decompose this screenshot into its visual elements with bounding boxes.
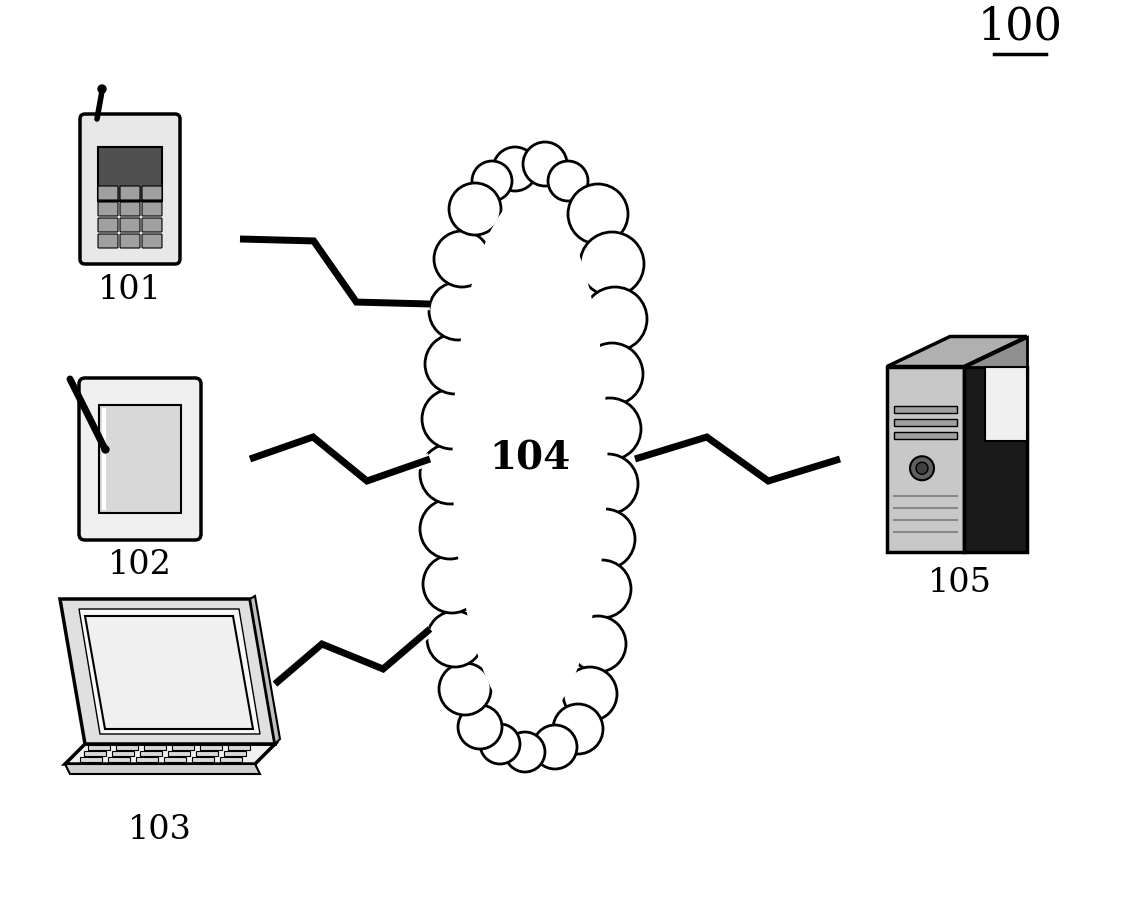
Polygon shape — [964, 336, 1028, 367]
Polygon shape — [85, 616, 253, 729]
Circle shape — [429, 282, 487, 340]
Circle shape — [424, 334, 485, 394]
Circle shape — [570, 616, 626, 672]
Polygon shape — [887, 367, 964, 551]
Polygon shape — [108, 757, 130, 762]
FancyBboxPatch shape — [120, 202, 140, 216]
Circle shape — [480, 724, 520, 764]
Circle shape — [916, 462, 928, 474]
Ellipse shape — [453, 194, 608, 724]
Polygon shape — [250, 596, 280, 744]
FancyBboxPatch shape — [98, 218, 118, 232]
Polygon shape — [65, 764, 261, 774]
FancyBboxPatch shape — [120, 186, 140, 200]
Circle shape — [533, 725, 577, 769]
FancyBboxPatch shape — [120, 218, 140, 232]
Circle shape — [427, 611, 483, 667]
Circle shape — [578, 454, 638, 514]
Circle shape — [422, 389, 482, 449]
Text: 104: 104 — [490, 440, 570, 478]
FancyBboxPatch shape — [98, 202, 118, 216]
Circle shape — [449, 183, 501, 235]
Circle shape — [423, 555, 481, 613]
Polygon shape — [60, 599, 275, 744]
Bar — [99, 405, 181, 513]
Polygon shape — [197, 751, 218, 756]
FancyBboxPatch shape — [120, 234, 140, 248]
Bar — [894, 406, 957, 413]
Polygon shape — [79, 609, 261, 734]
FancyBboxPatch shape — [141, 186, 162, 200]
Circle shape — [568, 184, 628, 244]
Circle shape — [439, 663, 491, 715]
FancyBboxPatch shape — [98, 234, 118, 248]
Circle shape — [505, 732, 545, 772]
Polygon shape — [116, 745, 138, 750]
Polygon shape — [192, 757, 214, 762]
Polygon shape — [140, 751, 162, 756]
Polygon shape — [220, 757, 241, 762]
Circle shape — [493, 147, 537, 191]
Polygon shape — [168, 751, 190, 756]
Ellipse shape — [440, 179, 620, 739]
Text: 100: 100 — [977, 6, 1062, 49]
Circle shape — [548, 161, 588, 201]
FancyBboxPatch shape — [141, 218, 162, 232]
Polygon shape — [172, 745, 194, 750]
Circle shape — [579, 398, 641, 460]
Polygon shape — [136, 757, 158, 762]
Polygon shape — [84, 751, 106, 756]
Circle shape — [910, 456, 934, 481]
Text: 105: 105 — [928, 566, 992, 598]
Circle shape — [420, 499, 480, 559]
FancyBboxPatch shape — [79, 378, 201, 540]
Circle shape — [523, 142, 567, 186]
Polygon shape — [80, 757, 102, 762]
Circle shape — [98, 85, 106, 93]
Circle shape — [458, 705, 502, 749]
Circle shape — [472, 161, 512, 201]
Circle shape — [575, 509, 634, 569]
Text: 102: 102 — [108, 549, 172, 581]
Circle shape — [573, 560, 631, 618]
Polygon shape — [964, 367, 1028, 551]
Text: 101: 101 — [98, 274, 162, 306]
Polygon shape — [223, 751, 246, 756]
Bar — [894, 432, 957, 438]
Text: 103: 103 — [128, 814, 192, 846]
Polygon shape — [887, 336, 1028, 367]
Polygon shape — [164, 757, 186, 762]
Circle shape — [553, 704, 603, 754]
Circle shape — [433, 231, 490, 287]
Polygon shape — [88, 745, 110, 750]
Bar — [894, 419, 957, 425]
Circle shape — [583, 287, 647, 351]
Circle shape — [420, 444, 480, 504]
Bar — [98, 147, 163, 200]
Circle shape — [579, 232, 643, 296]
FancyBboxPatch shape — [141, 234, 162, 248]
Polygon shape — [228, 745, 250, 750]
Circle shape — [563, 667, 617, 721]
Polygon shape — [200, 745, 222, 750]
Polygon shape — [65, 744, 275, 764]
Polygon shape — [144, 745, 166, 750]
FancyBboxPatch shape — [98, 186, 118, 200]
FancyBboxPatch shape — [80, 114, 180, 264]
Polygon shape — [985, 367, 1028, 440]
Polygon shape — [112, 751, 134, 756]
Circle shape — [581, 343, 643, 405]
FancyBboxPatch shape — [141, 202, 162, 216]
